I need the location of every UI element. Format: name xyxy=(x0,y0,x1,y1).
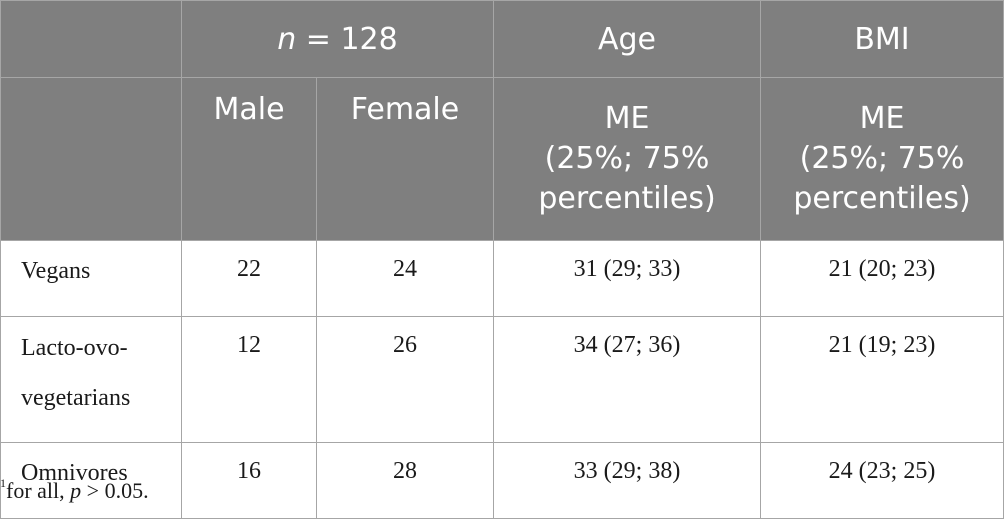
footnote-text-prefix: for all, xyxy=(6,478,71,503)
cell-bmi: 24 (23; 25) xyxy=(760,442,1004,519)
header-n-total: n = 128 xyxy=(181,0,494,78)
footnote-marker: 1 xyxy=(0,476,6,490)
table-row: Lacto-ovo- vegetarians 12 26 34 (27; 36)… xyxy=(0,316,1004,443)
header-female: Female xyxy=(316,77,494,241)
cell-female: 26 xyxy=(316,316,494,443)
table-footnote: 1for all, p > 0.05. xyxy=(0,476,149,504)
cell-age: 34 (27; 36) xyxy=(493,316,761,443)
footnote-p-symbol: p xyxy=(70,478,82,503)
cell-male: 16 xyxy=(181,442,317,519)
cell-bmi: 21 (19; 23) xyxy=(760,316,1004,443)
cell-male: 22 xyxy=(181,240,317,317)
header-blank-cell-2 xyxy=(0,77,182,241)
cell-age: 31 (29; 33) xyxy=(493,240,761,317)
n-value: = 128 xyxy=(296,21,398,57)
row-label-line1: Lacto-ovo- xyxy=(21,335,128,361)
age-stat-line1: ME xyxy=(604,101,650,136)
n-symbol: n xyxy=(277,21,297,57)
age-stat-line3: percentiles) xyxy=(538,181,716,216)
cell-male: 12 xyxy=(181,316,317,443)
row-label-vegans: Vegans xyxy=(0,240,182,317)
footnote-text-suffix: > 0.05. xyxy=(81,478,149,503)
row-label-lacto-ovo-vegetarians: Lacto-ovo- vegetarians xyxy=(0,316,182,443)
cell-age: 33 (29; 38) xyxy=(493,442,761,519)
bmi-stat-line1: ME xyxy=(859,101,905,136)
header-male: Male xyxy=(181,77,317,241)
header-row-1: n = 128 Age BMI xyxy=(0,0,1004,78)
cell-female: 24 xyxy=(316,240,494,317)
table-row: Vegans 22 24 31 (29; 33) 21 (20; 23) xyxy=(0,240,1004,317)
header-bmi-stat: ME (25%; 75% percentiles) xyxy=(760,77,1004,241)
bmi-stat-line2: (25%; 75% xyxy=(799,141,965,176)
header-row-2: Male Female ME (25%; 75% percentiles) ME… xyxy=(0,77,1004,241)
table-row: Omnivores 16 28 33 (29; 38) 24 (23; 25) xyxy=(0,442,1004,519)
row-label-line2: vegetarians xyxy=(21,385,131,411)
cell-female: 28 xyxy=(316,442,494,519)
header-blank-cell xyxy=(0,0,182,78)
bmi-stat-line3: percentiles) xyxy=(793,181,971,216)
cell-bmi: 21 (20; 23) xyxy=(760,240,1004,317)
header-bmi: BMI xyxy=(760,0,1004,78)
row-label-omnivores: Omnivores xyxy=(0,442,182,519)
header-age-stat: ME (25%; 75% percentiles) xyxy=(493,77,761,241)
header-age: Age xyxy=(493,0,761,78)
age-stat-line2: (25%; 75% xyxy=(544,141,710,176)
